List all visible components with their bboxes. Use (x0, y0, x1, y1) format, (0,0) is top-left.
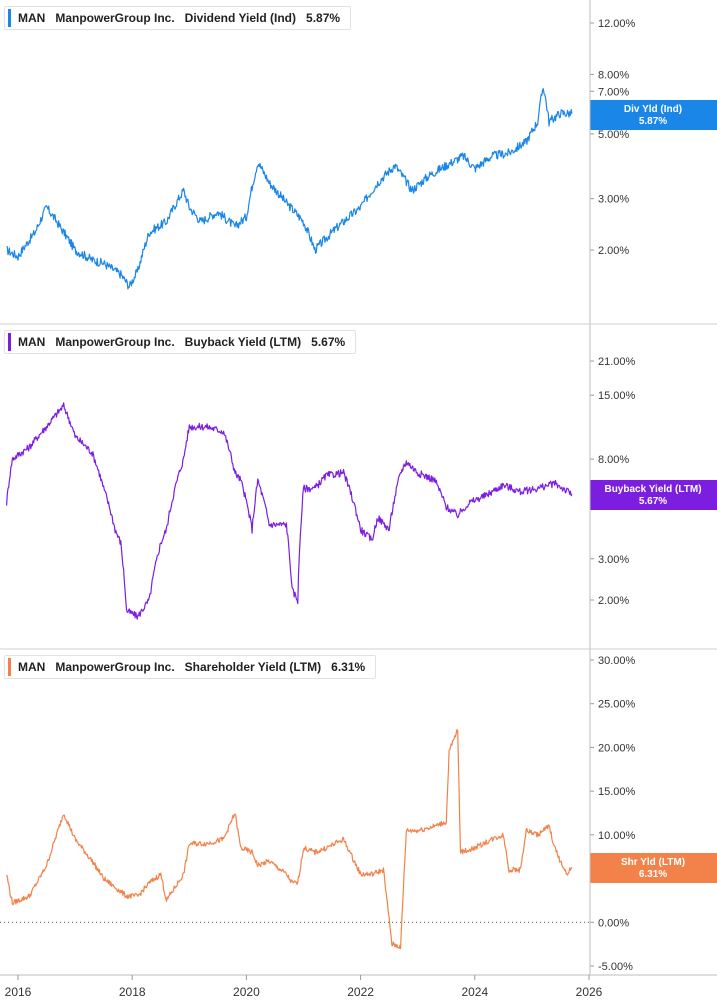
legend-dividend-title: Dividend Yield (Ind) (184, 11, 297, 25)
buyback-series-line (6, 402, 573, 620)
buyback-panel: 21.00% 15.00% 8.00% 3.00% 2.00% Buyback Yield… (6, 356, 717, 620)
dividend-badge-label: Div Yld (Ind) (624, 104, 682, 115)
legend-buyback-ticker: MAN (18, 335, 46, 349)
legend-buyback-value: 5.67% (311, 335, 346, 349)
buyback-y-tick-label: 21.00% (598, 356, 636, 368)
shareholder-swatch (8, 658, 11, 676)
legend-shareholder-ticker: MAN (18, 660, 46, 674)
x-tick-label: 2016 (5, 985, 32, 999)
shareholder-value-badge (590, 853, 717, 883)
shareholder-badge-label: Shr Yld (LTM) (621, 857, 685, 868)
dividend-panel: 12.00% 8.00% 7.00% 5.00% 3.00% 2.00% Div Yld (… (6, 18, 717, 290)
buyback-badge-value: 5.67% (639, 496, 667, 507)
buyback-y-tick-label: 3.00% (598, 554, 629, 566)
shareholder-panel: 30.00%25.00%20.00%15.00%10.00%5.00%0.00%… (0, 655, 717, 973)
buyback-value-badge (590, 480, 717, 510)
shareholder-badge-value: 6.31% (639, 869, 667, 880)
x-tick-label: 2022 (347, 985, 374, 999)
shareholder-y-tick-label: 15.00% (598, 786, 636, 798)
shareholder-y-tick-label: 25.00% (598, 699, 636, 711)
buyback-y-tick-label: 2.00% (598, 595, 629, 607)
legend-dividend-company: ManpowerGroup Inc. (55, 11, 175, 25)
shareholder-series-line (6, 728, 573, 950)
x-tick-label: 2020 (233, 985, 260, 999)
buyback-badge-label: Buyback Yield (LTM) (604, 484, 701, 495)
dividend-series-line (6, 88, 573, 290)
shareholder-y-tick-label: 0.00% (598, 917, 629, 929)
dividend-y-tick-label: 8.00% (598, 69, 629, 81)
legend-dividend-value: 5.87% (306, 11, 341, 25)
dividend-badge-value: 5.87% (639, 116, 667, 127)
legend-shareholder-title: Shareholder Yield (LTM) (184, 660, 322, 674)
shareholder-y-tick-label: 20.00% (598, 742, 636, 754)
dividend-value-badge (590, 100, 717, 130)
legend-dividend-ticker: MAN (18, 11, 46, 25)
shareholder-y-tick-label: 10.00% (598, 830, 636, 842)
x-tick-label: 2018 (119, 985, 146, 999)
buyback-swatch (8, 333, 11, 351)
dividend-y-tick-label: 2.00% (598, 245, 629, 257)
legend-shareholder: MAN ManpowerGroup Inc. Shareholder Yield… (4, 655, 377, 679)
dividend-y-tick-label: 3.00% (598, 194, 629, 206)
legend-shareholder-company: ManpowerGroup Inc. (55, 660, 175, 674)
dividend-y-tick-label: 7.00% (598, 86, 629, 98)
legend-buyback-company: ManpowerGroup Inc. (55, 335, 175, 349)
legend-buyback-title: Buyback Yield (LTM) (184, 335, 302, 349)
legend-shareholder-value: 6.31% (331, 660, 366, 674)
dividend-y-tick-label: 12.00% (598, 18, 636, 30)
dividend-y-tick-label: 5.00% (598, 129, 629, 141)
legend-dividend: MAN ManpowerGroup Inc. Dividend Yield (I… (4, 6, 352, 30)
dividend-swatch (8, 9, 11, 27)
buyback-y-tick-label: 15.00% (598, 390, 636, 402)
x-tick-label: 2026 (576, 985, 603, 999)
shareholder-y-tick-label: -5.00% (598, 961, 633, 973)
shareholder-y-tick-label: 30.00% (598, 655, 636, 667)
buyback-y-tick-label: 8.00% (598, 454, 629, 466)
legend-buyback: MAN ManpowerGroup Inc. Buyback Yield (LT… (4, 330, 357, 354)
x-tick-label: 2024 (461, 985, 488, 999)
